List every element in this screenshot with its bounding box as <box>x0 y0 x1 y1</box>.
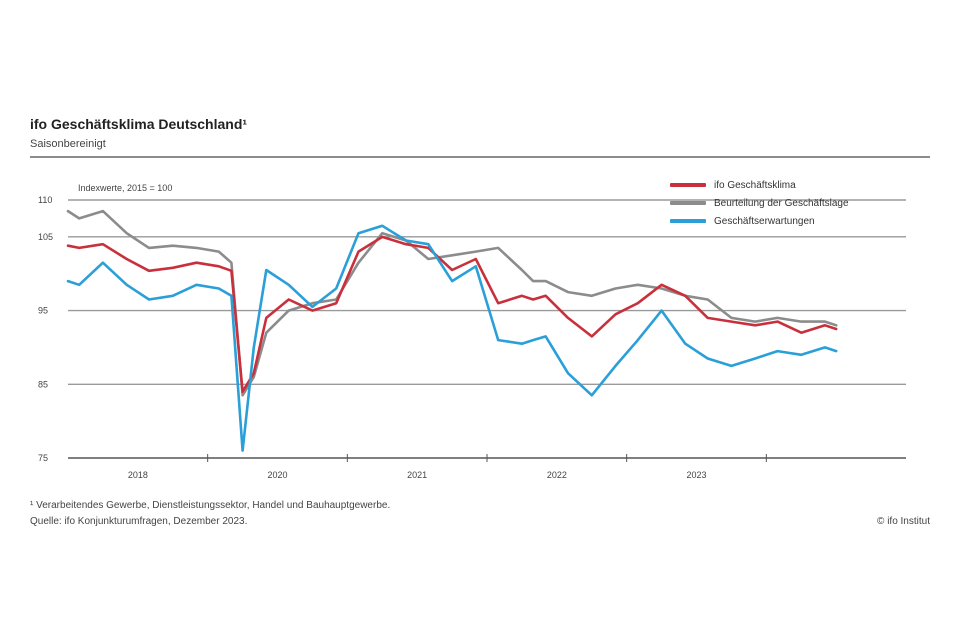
legend-swatch-lage <box>670 201 706 205</box>
footnote: ¹ Verarbeitendes Gewerbe, Dienstleistung… <box>30 500 391 511</box>
chart-title: ifo Geschäftsklima Deutschland¹ <box>30 116 248 132</box>
legend-item-klima: ifo Geschäftsklima <box>670 176 849 194</box>
legend-label-klima: ifo Geschäftsklima <box>714 179 796 191</box>
legend-label-erwartungen: Geschäftserwartungen <box>714 215 815 227</box>
source-note: Quelle: ifo Konjunkturumfragen, Dezember… <box>30 516 248 527</box>
x-tick-label: 2018 <box>128 470 148 480</box>
x-tick-label: 2020 <box>267 470 287 480</box>
y-tick-label: 105 <box>38 232 53 242</box>
legend-swatch-erwartungen <box>670 219 706 223</box>
legend-swatch-klima <box>670 183 706 187</box>
y-tick-label: 75 <box>38 453 48 463</box>
y-tick-label: 110 <box>38 195 52 205</box>
x-tick-label: 2021 <box>407 470 427 480</box>
header-rule <box>30 156 930 158</box>
series-line-1 <box>66 209 838 397</box>
credit: © ifo Institut <box>877 516 930 527</box>
x-tick-label: 2023 <box>686 470 706 480</box>
y-tick-label: 85 <box>38 379 48 389</box>
chart-subtitle: Saisonbereinigt <box>30 138 106 150</box>
legend-label-lage: Beurteilung der Geschäftslage <box>714 197 849 209</box>
legend: ifo Geschäftsklima Beurteilung der Gesch… <box>670 176 849 230</box>
series-line-0 <box>66 235 838 394</box>
unit-note: Indexwerte, 2015 = 100 <box>78 183 173 193</box>
legend-item-lage: Beurteilung der Geschäftslage <box>670 194 849 212</box>
legend-item-erwartungen: Geschäftserwartungen <box>670 212 849 230</box>
y-tick-label: 95 <box>38 306 48 316</box>
x-tick-label: 2022 <box>547 470 567 480</box>
series-line-2 <box>66 224 838 452</box>
